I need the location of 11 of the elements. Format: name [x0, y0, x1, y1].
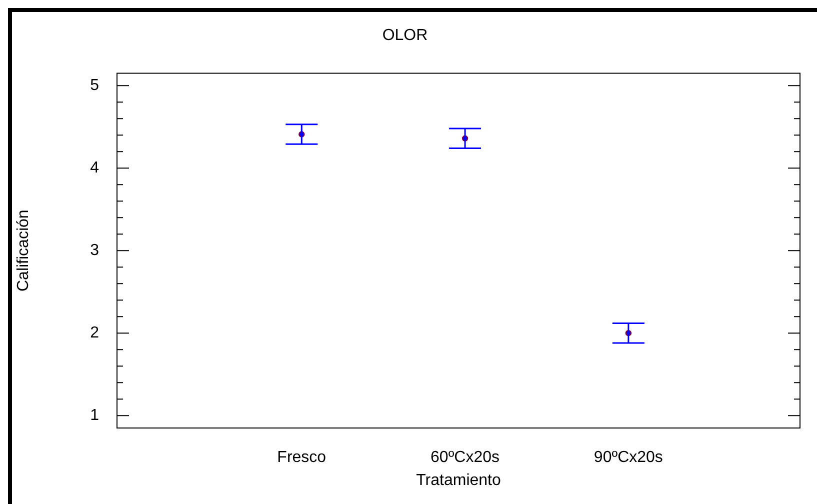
- chart-title: OLOR: [382, 27, 428, 44]
- x-tick-label: 60ºCx20s: [430, 449, 500, 466]
- x-tick-label: Fresco: [277, 449, 326, 466]
- y-tick-label: 3: [90, 242, 100, 260]
- y-axis-title: Calificación: [15, 210, 32, 292]
- x-axis-title: Tratamiento: [416, 472, 501, 489]
- y-tick-label: 1: [90, 407, 100, 424]
- x-tick-label: 90ºCx20s: [594, 449, 663, 466]
- y-tick-label: 2: [90, 324, 100, 342]
- y-tick-label: 5: [90, 76, 100, 94]
- y-tick-label: 4: [90, 159, 100, 176]
